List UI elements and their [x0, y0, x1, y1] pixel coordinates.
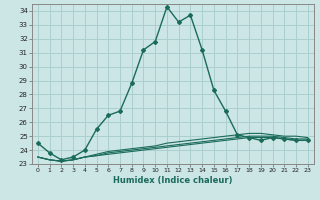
- X-axis label: Humidex (Indice chaleur): Humidex (Indice chaleur): [113, 176, 233, 185]
